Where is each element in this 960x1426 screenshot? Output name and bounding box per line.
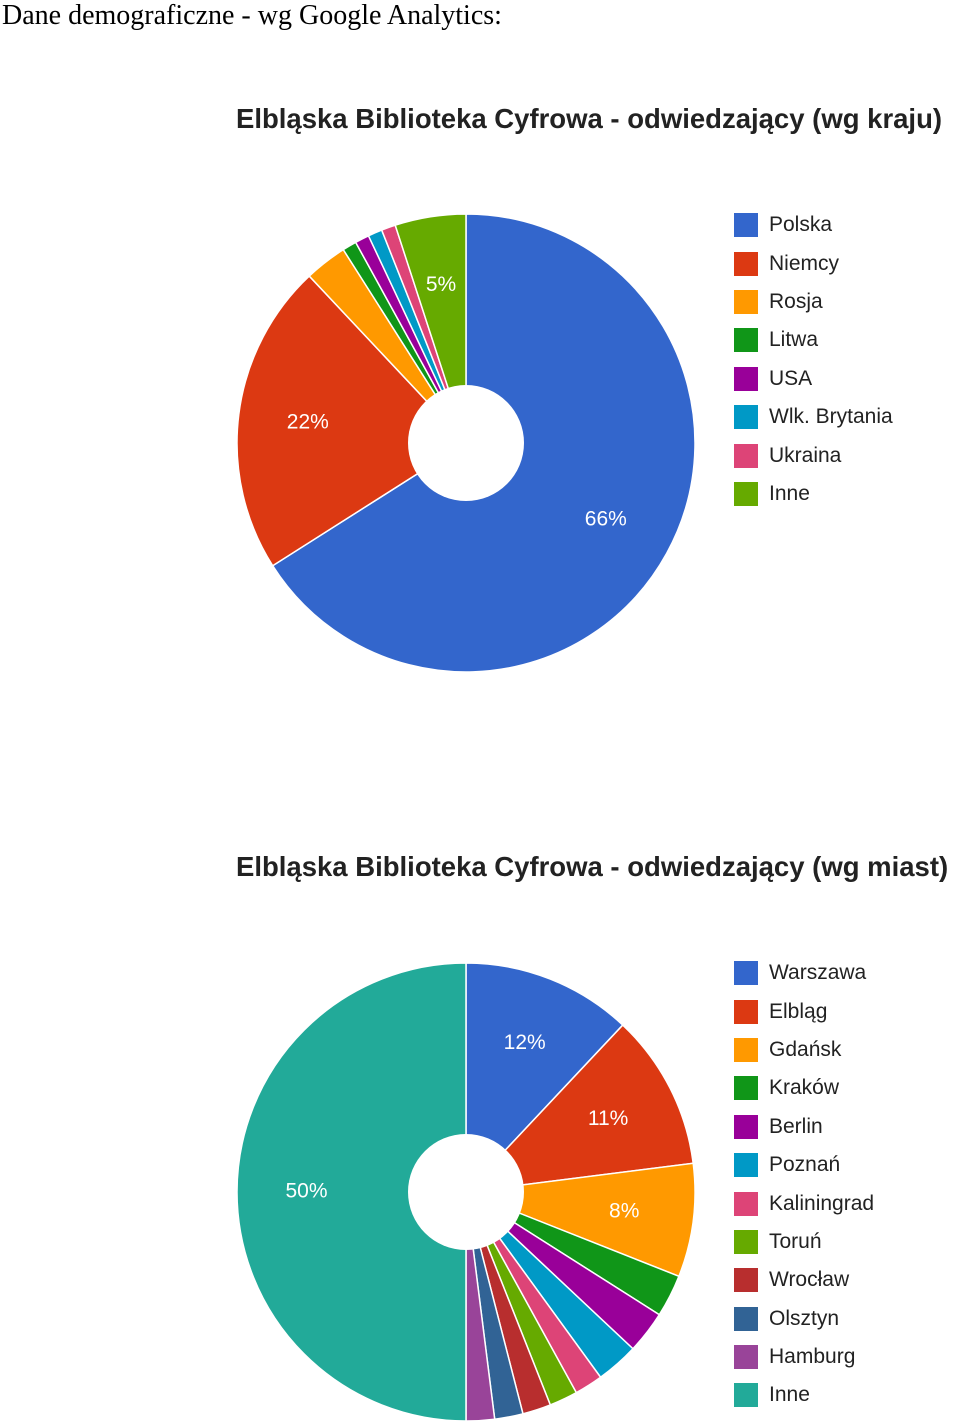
legend-item-litwa: Litwa — [734, 321, 893, 359]
legend-swatch — [734, 443, 758, 468]
legend-swatch — [734, 328, 758, 353]
legend-swatch — [734, 999, 758, 1024]
legend-item-wroclaw: Wrocław — [734, 1261, 874, 1299]
page-heading: Dane demograficzne - wg Google Analytics… — [2, 0, 502, 31]
legend-label: Kraków — [769, 1076, 840, 1100]
legend-item-polska: Polska — [734, 206, 893, 244]
pie-slice-elblag — [464, 1024, 695, 1194]
pie-slice-inne — [394, 213, 467, 444]
legend-item-gdansk: Gdańsk — [734, 1031, 874, 1069]
legend-swatch — [734, 1229, 758, 1254]
legend-swatch — [734, 1345, 758, 1370]
legend-item-usa: USA — [734, 360, 893, 398]
legend-item-inne: Inne — [734, 1376, 874, 1414]
legend-swatch — [734, 1076, 758, 1101]
legend-swatch — [734, 366, 758, 391]
legend-item-niemcy: Niemcy — [734, 244, 893, 282]
legend-item-elblag: Elbląg — [734, 992, 874, 1030]
legend-label: Olsztyn — [769, 1306, 840, 1330]
legend-item-berlin: Berlin — [734, 1108, 874, 1146]
legend-label: Inne — [769, 1383, 810, 1407]
legend-swatch — [734, 251, 758, 276]
legend-swatch — [734, 1191, 758, 1216]
legend-item-olsztyn: Olsztyn — [734, 1300, 874, 1338]
legend-label: Toruń — [769, 1229, 822, 1253]
legend-swatch — [734, 213, 758, 238]
legend-label: Hamburg — [769, 1345, 856, 1369]
pie-slice-warszawa — [465, 962, 624, 1194]
data-label-niemcy: 22% — [287, 411, 329, 434]
pie-slice-inne — [236, 962, 467, 1422]
legend-swatch — [734, 1306, 758, 1331]
legend-swatch — [734, 289, 758, 314]
legend-label: Elbląg — [769, 999, 828, 1023]
chart-title: Elbląska Biblioteka Cyfrowa - odwiedzają… — [236, 103, 943, 134]
chart-title: Elbląska Biblioteka Cyfrowa - odwiedzają… — [236, 851, 949, 882]
data-label-gdansk: 8% — [609, 1200, 639, 1223]
legend-item-warszawa: Warszawa — [734, 954, 874, 992]
legend-item-hamburg: Hamburg — [734, 1338, 874, 1376]
donut-hole — [408, 1134, 524, 1250]
legend-label: Wrocław — [769, 1268, 850, 1292]
legend-swatch — [734, 1383, 758, 1408]
legend-swatch — [734, 1153, 758, 1178]
legend-label: Polska — [769, 213, 833, 237]
legend-item-torun: Toruń — [734, 1223, 874, 1261]
legend-item-wlk-brytania: Wlk. Brytania — [734, 398, 893, 436]
legend-label: Wlk. Brytania — [769, 405, 893, 429]
city-pie: 12% 11% 8% 50% — [236, 962, 696, 1422]
legend-swatch — [734, 1114, 758, 1139]
country-chart: Elbląska Biblioteka Cyfrowa - odwiedzają… — [0, 90, 960, 710]
legend-label: Gdańsk — [769, 1037, 842, 1061]
legend-item-inne: Inne — [734, 475, 893, 513]
data-label-inne: 50% — [285, 1180, 327, 1203]
city-legend: Warszawa Elbląg Gdańsk Kraków Berlin Poznań Ka… — [734, 954, 874, 1415]
legend-item-kaliningrad: Kaliningrad — [734, 1184, 874, 1222]
legend-label: Niemcy — [769, 251, 840, 275]
data-label-polska: 66% — [585, 507, 627, 530]
legend-label: USA — [769, 366, 813, 390]
legend-swatch — [734, 961, 758, 986]
city-chart: Elbląska Biblioteka Cyfrowa - odwiedzają… — [0, 838, 960, 1426]
legend-label: Kaliningrad — [769, 1191, 875, 1215]
country-legend: Polska Niemcy Rosja Litwa USA Wlk. Brytania Uk… — [734, 206, 893, 513]
legend-item-poznan: Poznań — [734, 1146, 874, 1184]
data-label-elblag: 11% — [588, 1107, 628, 1130]
legend-swatch — [734, 1268, 758, 1293]
data-label-inne: 5% — [426, 273, 456, 296]
legend-swatch — [734, 405, 758, 430]
pie-slice-niemcy — [236, 275, 468, 567]
country-pie: 66% 22% 5% — [236, 213, 696, 673]
data-label-warszawa: 12% — [504, 1031, 546, 1054]
legend-item-rosja: Rosja — [734, 283, 893, 321]
donut-hole — [408, 385, 524, 501]
legend-label: Warszawa — [769, 961, 867, 985]
legend-label: Inne — [769, 481, 810, 505]
legend-label: Litwa — [769, 328, 819, 352]
legend-label: Ukraina — [769, 443, 842, 467]
legend-item-krakow: Kraków — [734, 1069, 874, 1107]
legend-label: Rosja — [769, 289, 823, 313]
legend-swatch — [734, 481, 758, 506]
legend-item-ukraina: Ukraina — [734, 436, 893, 474]
legend-swatch — [734, 1037, 758, 1062]
legend-label: Berlin — [769, 1114, 823, 1138]
legend-label: Poznań — [769, 1153, 841, 1177]
